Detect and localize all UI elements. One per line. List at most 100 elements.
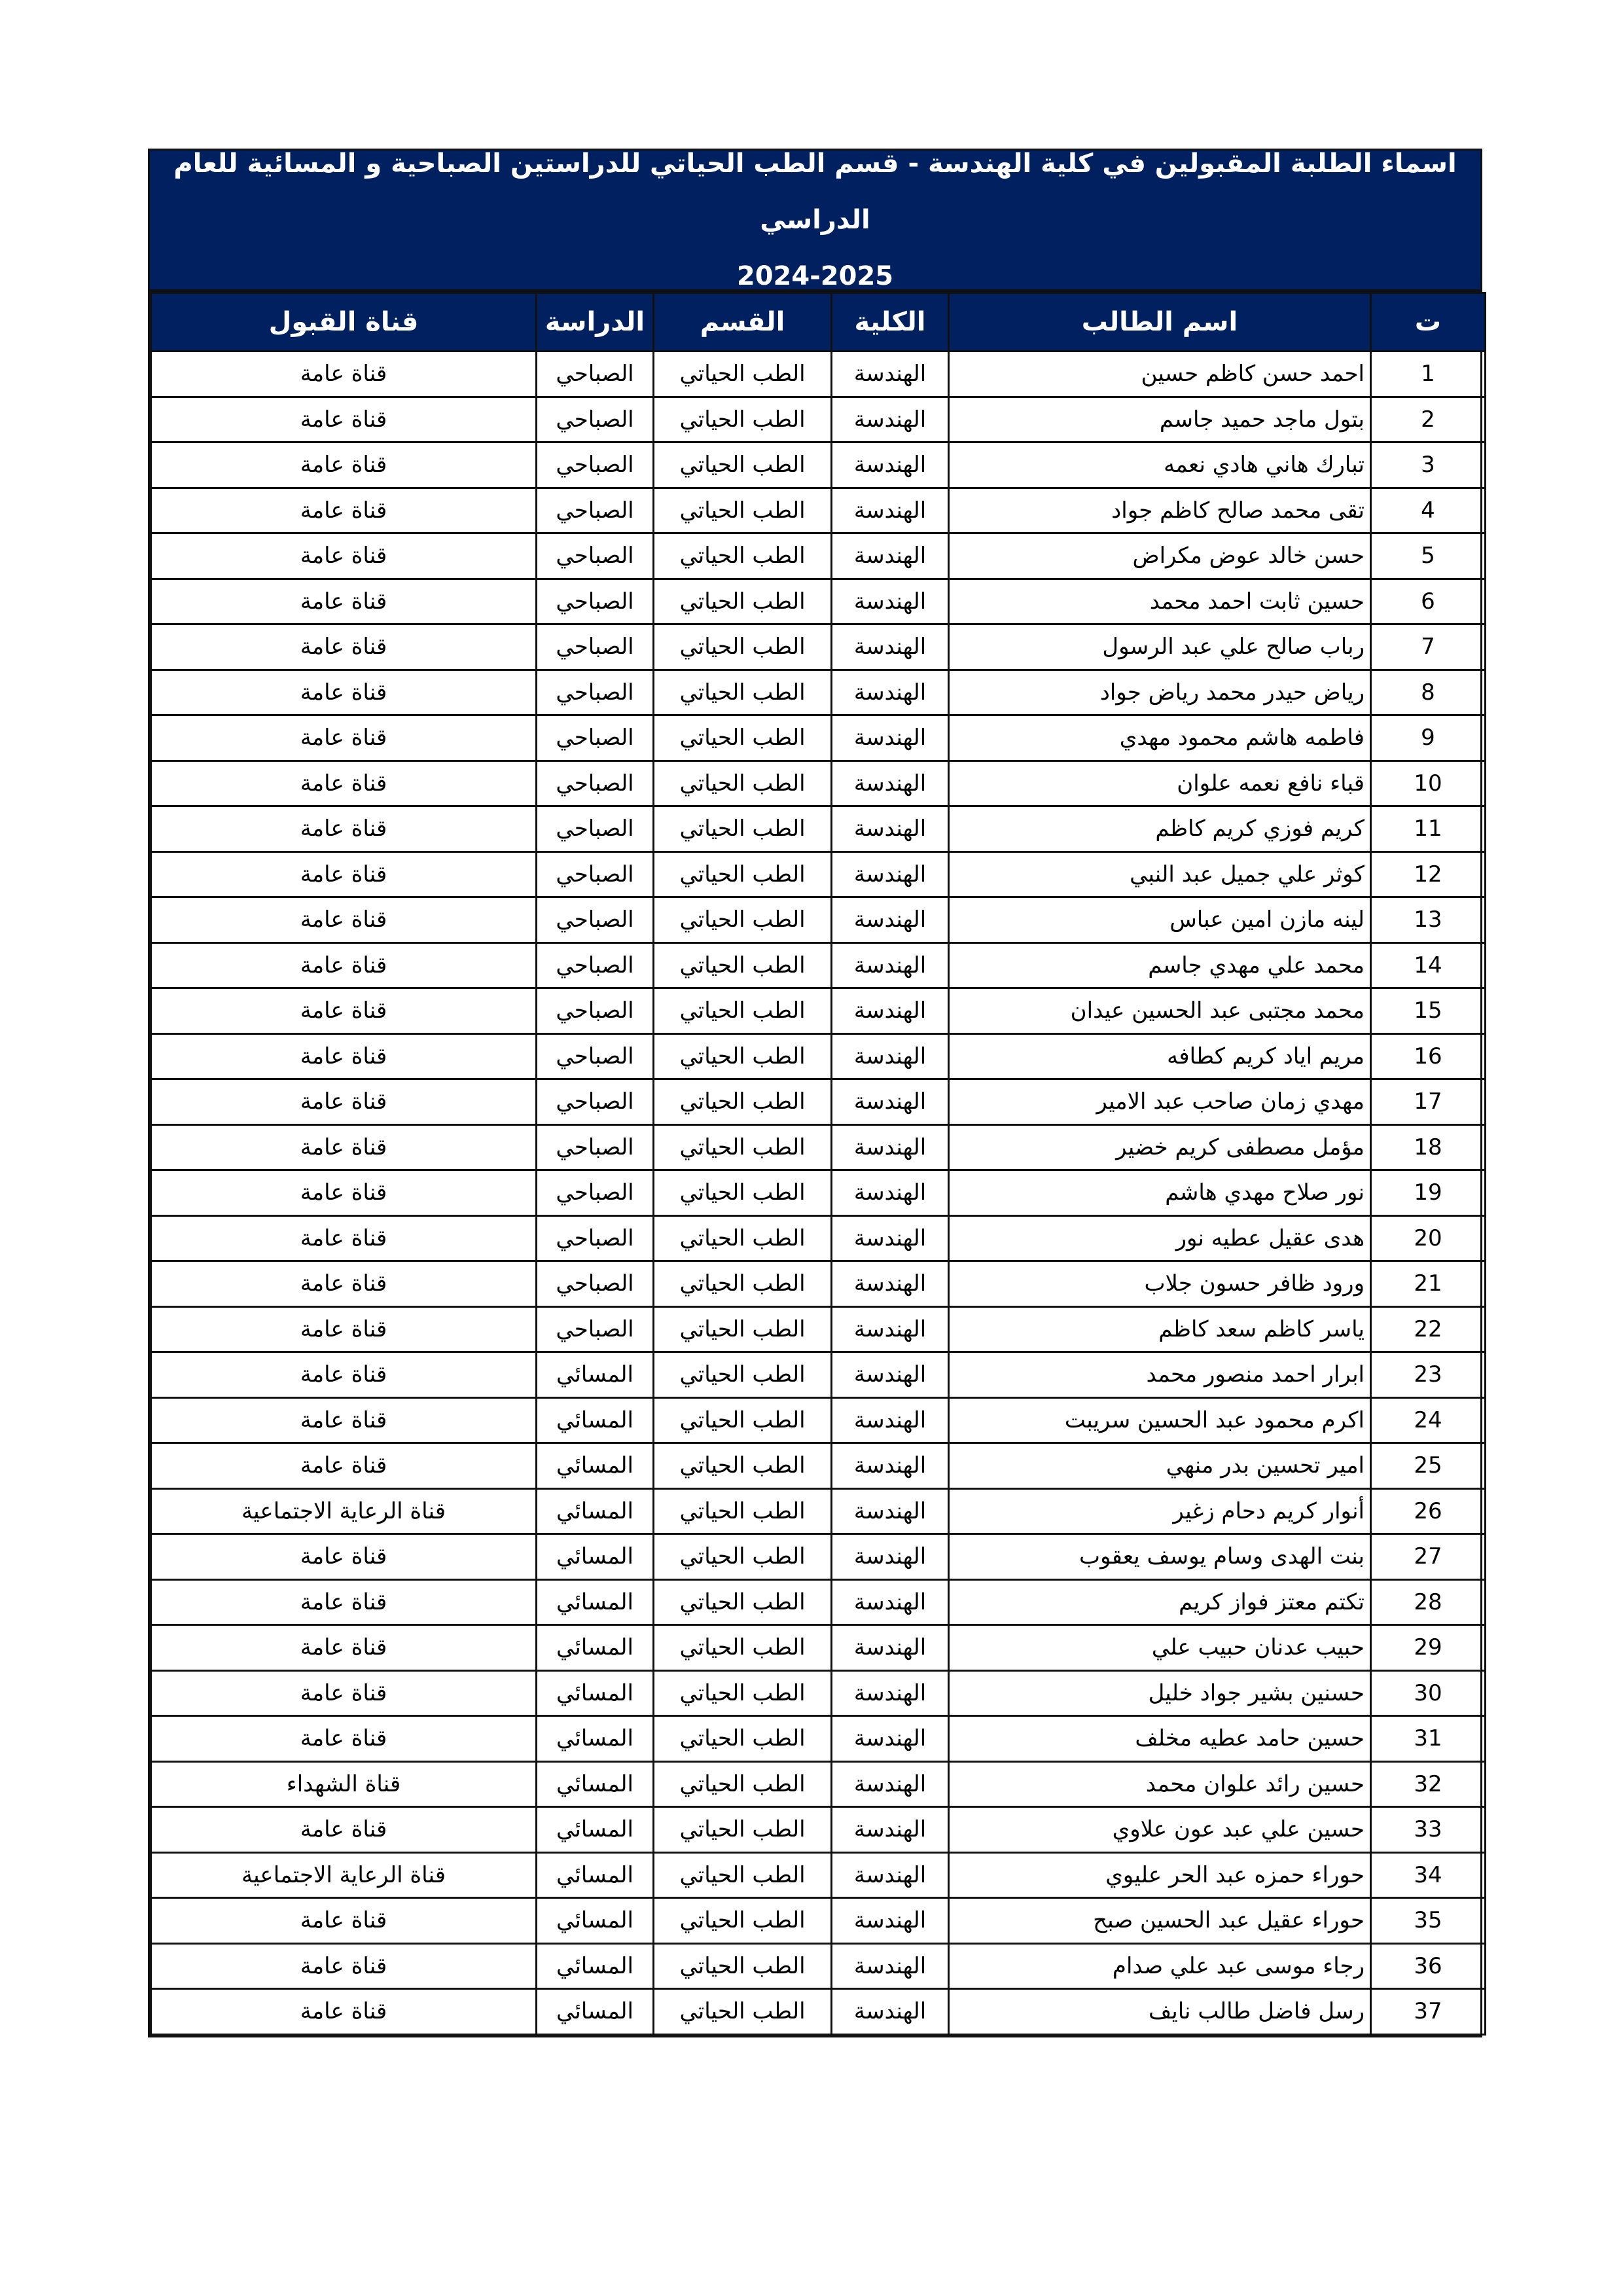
col-header-college: الكلية bbox=[830, 292, 950, 352]
study-type: الصباحي bbox=[535, 1032, 654, 1080]
table-row: 16 مريم اياد كريم كطافه الهندسة الطب الحيات… bbox=[150, 1032, 1486, 1080]
row-number: 17 bbox=[1370, 1078, 1486, 1126]
student-name: قباء نافع نعمه علوان bbox=[948, 759, 1372, 807]
table-row: 15 محمد مجتبى عبد الحسين عيدان الهندسة الطب… bbox=[150, 987, 1486, 1035]
student-name: تقى محمد صالح كاظم جواد bbox=[948, 486, 1372, 534]
college: الهندسة bbox=[830, 1396, 950, 1444]
table-row: 27 بنت الهدى وسام يوسف يعقوب الهندسة الطب ا… bbox=[150, 1533, 1486, 1581]
department: الطب الحياتي bbox=[652, 1760, 832, 1808]
student-name: ياسر كاظم سعد كاظم bbox=[948, 1305, 1372, 1353]
department: الطب الحياتي bbox=[652, 896, 832, 944]
department: الطب الحياتي bbox=[652, 623, 832, 671]
college: الهندسة bbox=[830, 395, 950, 443]
col-header-student-name: اسم الطالب bbox=[948, 292, 1372, 352]
student-name: مهدي زمان صاحب عبد الامير bbox=[948, 1078, 1372, 1126]
row-number: 19 bbox=[1370, 1169, 1486, 1217]
student-name: تكتم معتز فواز كريم bbox=[948, 1578, 1372, 1626]
admission-channel: قناة عامة bbox=[150, 1396, 537, 1444]
department: الطب الحياتي bbox=[652, 1123, 832, 1171]
student-name: تبارك هاني هادي نعمه bbox=[948, 441, 1372, 489]
study-type: المسائي bbox=[535, 1396, 654, 1444]
student-name: ابرار احمد منصور محمد bbox=[948, 1351, 1372, 1399]
table-row: 36 رجاء موسى عبد علي صدام الهندسة الطب الحي… bbox=[150, 1942, 1486, 1990]
table-row: 23 ابرار احمد منصور محمد الهندسة الطب الحيا… bbox=[150, 1351, 1486, 1399]
table-body: 1 احمد حسن كاظم حسين الهندسة الطب الحياتي ال… bbox=[150, 350, 1486, 2036]
document-title: اسماء الطلبة المقبولين في كلية الهندسة -… bbox=[150, 149, 1480, 292]
college: الهندسة bbox=[830, 1533, 950, 1581]
row-number: 6 bbox=[1370, 577, 1486, 625]
row-number: 35 bbox=[1370, 1897, 1486, 1945]
admission-channel: قناة عامة bbox=[150, 1078, 537, 1126]
department: الطب الحياتي bbox=[652, 1487, 832, 1535]
row-number: 1 bbox=[1370, 350, 1486, 398]
admission-channel: قناة عامة bbox=[150, 850, 537, 898]
row-number: 37 bbox=[1370, 1988, 1486, 2036]
department: الطب الحياتي bbox=[652, 1715, 832, 1763]
college: الهندسة bbox=[830, 1169, 950, 1217]
study-type: الصباحي bbox=[535, 577, 654, 625]
department: الطب الحياتي bbox=[652, 1942, 832, 1990]
row-number: 20 bbox=[1370, 1214, 1486, 1262]
study-type: المسائي bbox=[535, 1851, 654, 1899]
college: الهندسة bbox=[830, 441, 950, 489]
admission-channel: قناة عامة bbox=[150, 1123, 537, 1171]
col-header-number: ت bbox=[1370, 292, 1486, 352]
study-type: الصباحي bbox=[535, 987, 654, 1035]
college: الهندسة bbox=[830, 850, 950, 898]
row-number: 36 bbox=[1370, 1942, 1486, 1990]
admission-channel: قناة عامة bbox=[150, 1578, 537, 1626]
study-type: الصباحي bbox=[535, 941, 654, 989]
department: الطب الحياتي bbox=[652, 1533, 832, 1581]
table-row: 22 ياسر كاظم سعد كاظم الهندسة الطب الحياتي ا… bbox=[150, 1305, 1486, 1353]
department: الطب الحياتي bbox=[652, 805, 832, 853]
row-number: 32 bbox=[1370, 1760, 1486, 1808]
student-name: حوراء عقيل عبد الحسين صبح bbox=[948, 1897, 1372, 1945]
study-type: الصباحي bbox=[535, 395, 654, 443]
study-type: الصباحي bbox=[535, 532, 654, 580]
college: الهندسة bbox=[830, 1032, 950, 1080]
college: الهندسة bbox=[830, 1260, 950, 1308]
table-row: 28 تكتم معتز فواز كريم الهندسة الطب الحياتي… bbox=[150, 1578, 1486, 1626]
admission-channel: قناة عامة bbox=[150, 577, 537, 625]
student-name: كريم فوزي كريم كاظم bbox=[948, 805, 1372, 853]
row-number: 8 bbox=[1370, 668, 1486, 716]
table-header-row: ت اسم الطالب الكلية القسم الدراسة قناة ا… bbox=[150, 292, 1486, 352]
table-row: 14 محمد علي مهدي جاسم الهندسة الطب الحياتي ا… bbox=[150, 941, 1486, 989]
student-name: لينه مازن امين عباس bbox=[948, 896, 1372, 944]
student-name: فاطمه هاشم محمود مهدي bbox=[948, 714, 1372, 762]
college: الهندسة bbox=[830, 1078, 950, 1126]
admission-channel: قناة عامة bbox=[150, 1533, 537, 1581]
study-type: المسائي bbox=[535, 1806, 654, 1854]
college: الهندسة bbox=[830, 987, 950, 1035]
department: الطب الحياتي bbox=[652, 1988, 832, 2036]
study-type: الصباحي bbox=[535, 1305, 654, 1353]
college: الهندسة bbox=[830, 1123, 950, 1171]
department: الطب الحياتي bbox=[652, 987, 832, 1035]
student-name: كوثر علي جميل عبد النبي bbox=[948, 850, 1372, 898]
department: الطب الحياتي bbox=[652, 1806, 832, 1854]
department: الطب الحياتي bbox=[652, 1032, 832, 1080]
row-number: 12 bbox=[1370, 850, 1486, 898]
table-row: 24 اكرم محمود عبد الحسين سريبت الهندسة الطب… bbox=[150, 1396, 1486, 1444]
study-type: الصباحي bbox=[535, 714, 654, 762]
admission-channel: قناة عامة bbox=[150, 1169, 537, 1217]
table-row: 31 حسين حامد عطيه مخلف الهندسة الطب الحياتي… bbox=[150, 1715, 1486, 1763]
student-name: مريم اياد كريم كطافه bbox=[948, 1032, 1372, 1080]
table-row: 33 حسين علي عبد عون علاوي الهندسة الطب الحي… bbox=[150, 1806, 1486, 1854]
department: الطب الحياتي bbox=[652, 486, 832, 534]
row-number: 9 bbox=[1370, 714, 1486, 762]
college: الهندسة bbox=[830, 1942, 950, 1990]
student-name: مؤمل مصطفى كريم خضير bbox=[948, 1123, 1372, 1171]
col-header-study: الدراسة bbox=[535, 292, 654, 352]
table-row: 5 حسن خالد عوض مكراض الهندسة الطب الحياتي ال… bbox=[150, 532, 1486, 580]
admission-channel: قناة عامة bbox=[150, 1988, 537, 2036]
department: الطب الحياتي bbox=[652, 532, 832, 580]
department: الطب الحياتي bbox=[652, 714, 832, 762]
row-number: 11 bbox=[1370, 805, 1486, 853]
admission-channel: قناة عامة bbox=[150, 1897, 537, 1945]
admission-channel: قناة عامة bbox=[150, 1806, 537, 1854]
admission-channel: قناة عامة bbox=[150, 941, 537, 989]
student-name: نور صلاح مهدي هاشم bbox=[948, 1169, 1372, 1217]
students-table: ت اسم الطالب الكلية القسم الدراسة قناة ا… bbox=[150, 292, 1486, 2036]
student-name: اكرم محمود عبد الحسين سريبت bbox=[948, 1396, 1372, 1444]
